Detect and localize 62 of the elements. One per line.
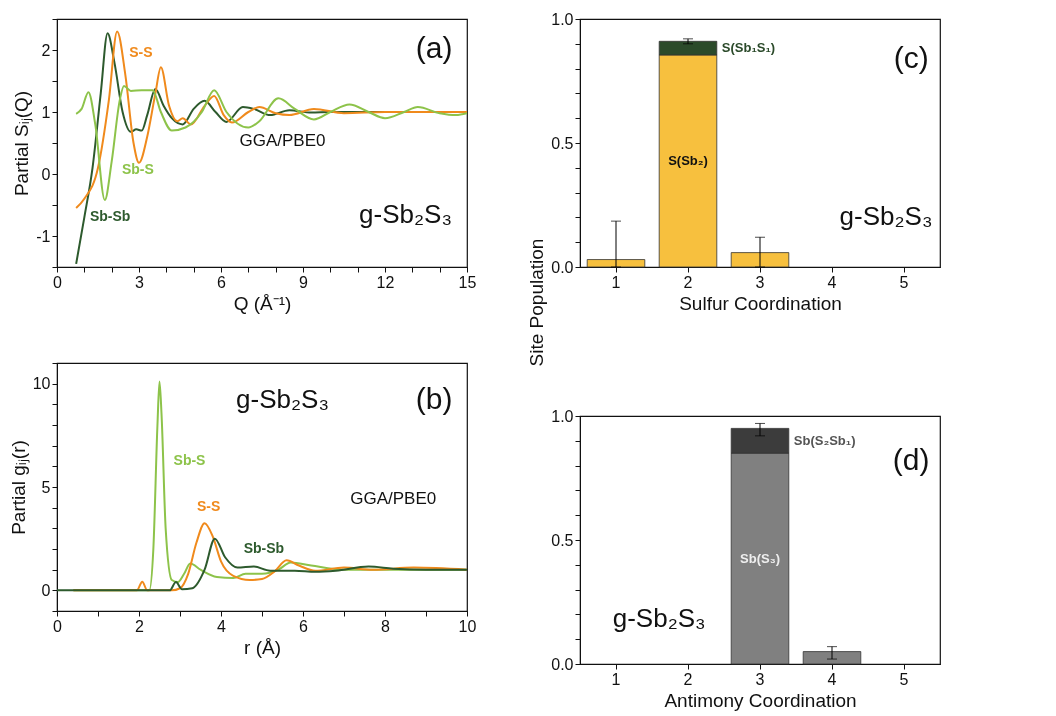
x-tick-label: 3 [135, 273, 145, 291]
series-label: Sb-Sb [243, 539, 285, 556]
y-axis-title: Partial Sᵢⱼ(Q) [11, 90, 34, 197]
x-tick-label: 8 [381, 617, 391, 635]
annotation: g-Sb₂S₃ [359, 198, 452, 229]
annotation: (a) [415, 30, 453, 64]
y-tick-label: 0.0 [551, 258, 574, 276]
x-tick-label: 6 [217, 273, 227, 291]
y-tick-label: 2 [41, 41, 51, 59]
series-label: Sb-Sb [89, 207, 131, 224]
y-tick-label: 1.0 [551, 10, 574, 28]
y-tick-label: 1 [41, 103, 51, 121]
y-tick-label: 5 [41, 478, 51, 496]
series-label: Sb-S [121, 161, 154, 178]
y-tick-label: 0 [41, 165, 51, 183]
series-label: Sb(S₃) [740, 550, 780, 566]
y-tick-label: 0.0 [551, 655, 574, 673]
annotation: GGA/PBE0 [350, 489, 437, 509]
x-tick-label: 2 [683, 670, 693, 688]
y-tick-label: 10 [32, 375, 51, 393]
x-tick-label: 2 [683, 273, 693, 291]
annotation: (c) [893, 40, 929, 74]
annotation: g-Sb₂S₃ [839, 201, 933, 232]
x-tick-label: 5 [899, 670, 909, 688]
x-tick-label: 1 [611, 670, 621, 688]
series-label: S(Sb₂) [668, 152, 708, 168]
y-tick-label: -1 [36, 227, 51, 245]
x-tick-label: 1 [611, 273, 621, 291]
y-tick-label: 0.5 [551, 134, 574, 152]
x-axis-title: r (Å) [244, 636, 281, 658]
y-axis-title: Partial gᵢⱼ(r) [7, 440, 30, 535]
series-label: S-S [196, 498, 221, 515]
x-tick-label: 9 [299, 273, 309, 291]
x-tick-label: 10 [458, 617, 477, 635]
annotation: g-Sb₂S₃ [612, 603, 706, 634]
y-tick-label: 0.5 [551, 531, 574, 549]
x-tick-label: 3 [755, 670, 765, 688]
x-tick-label: 15 [458, 273, 477, 291]
x-tick-label: 4 [217, 617, 227, 635]
y-tick-label: 1.0 [551, 407, 574, 425]
x-tick-label: 12 [376, 273, 395, 291]
annotation: (d) [892, 442, 930, 476]
x-tick-label: 6 [299, 617, 309, 635]
x-tick-label: 5 [899, 273, 909, 291]
x-axis-title: Q (Å⁻¹) [233, 292, 292, 314]
x-axis-title: Sulfur Coordination [679, 292, 842, 314]
x-axis-title: Antimony Coordination [664, 689, 857, 711]
x-tick-label: 4 [827, 670, 837, 688]
series-label: S-S [129, 44, 153, 61]
x-tick-label: 3 [755, 273, 765, 291]
annotation: GGA/PBE0 [239, 130, 326, 150]
series-label: Sb(S₂Sb₁) [793, 432, 856, 448]
annotation: (b) [415, 382, 453, 416]
y-axis-title: Site Population [526, 238, 548, 367]
series-label: S(Sb₁S₁) [721, 40, 776, 56]
series-label: Sb-S [173, 451, 206, 468]
x-tick-label: 4 [827, 273, 837, 291]
x-tick-label: 2 [135, 617, 145, 635]
x-tick-label: 0 [53, 273, 63, 291]
x-tick-label: 0 [53, 617, 63, 635]
y-tick-label: 0 [41, 581, 51, 599]
annotation: g-Sb₂S₃ [236, 384, 329, 415]
